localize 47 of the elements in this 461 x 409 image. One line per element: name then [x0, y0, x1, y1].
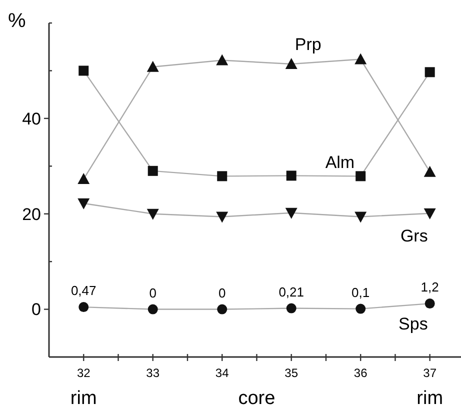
data-label: 1,2	[420, 280, 439, 295]
x-tick-label: 32	[76, 366, 91, 380]
text: rim	[416, 388, 444, 409]
point	[78, 66, 89, 76]
point	[146, 60, 159, 72]
data-label: 0	[149, 285, 156, 300]
x-tick-label: 37	[423, 366, 437, 380]
point	[78, 302, 89, 312]
series-label: Sps	[398, 314, 428, 334]
data-label: 0	[218, 285, 226, 300]
point	[285, 208, 298, 219]
point	[78, 173, 90, 184]
x-tick-label: 34	[215, 366, 230, 380]
point	[216, 212, 228, 223]
point	[356, 304, 366, 314]
data-label: 0,1	[352, 284, 370, 300]
point	[78, 198, 90, 210]
point	[217, 304, 228, 314]
series-label: Prp	[294, 35, 322, 54]
x-tick-label: 35	[284, 366, 298, 380]
x-tick-label: 36	[354, 366, 368, 380]
data-label: 0,47	[70, 283, 96, 298]
point	[354, 53, 367, 64]
text: rim	[70, 388, 97, 409]
point	[216, 54, 228, 66]
point	[285, 58, 298, 70]
point	[424, 298, 435, 309]
point	[424, 208, 436, 220]
y-tick-label: 20	[22, 204, 41, 224]
point	[424, 166, 436, 177]
y-tick-label: 40	[22, 109, 41, 128]
point	[217, 171, 228, 182]
point	[148, 166, 158, 176]
series-label: Grs	[400, 226, 428, 246]
point	[354, 212, 367, 223]
series-label: Alm	[325, 153, 355, 172]
point	[424, 67, 435, 78]
x-tick-label: 33	[146, 366, 160, 380]
point	[286, 303, 296, 314]
y-axis-title: %	[8, 10, 26, 32]
text: core	[238, 388, 276, 409]
point	[146, 208, 159, 220]
point	[356, 171, 366, 182]
y-tick-label: 0	[32, 300, 41, 320]
point	[286, 170, 296, 181]
point	[148, 304, 158, 314]
data-label: 0,21	[278, 284, 304, 300]
